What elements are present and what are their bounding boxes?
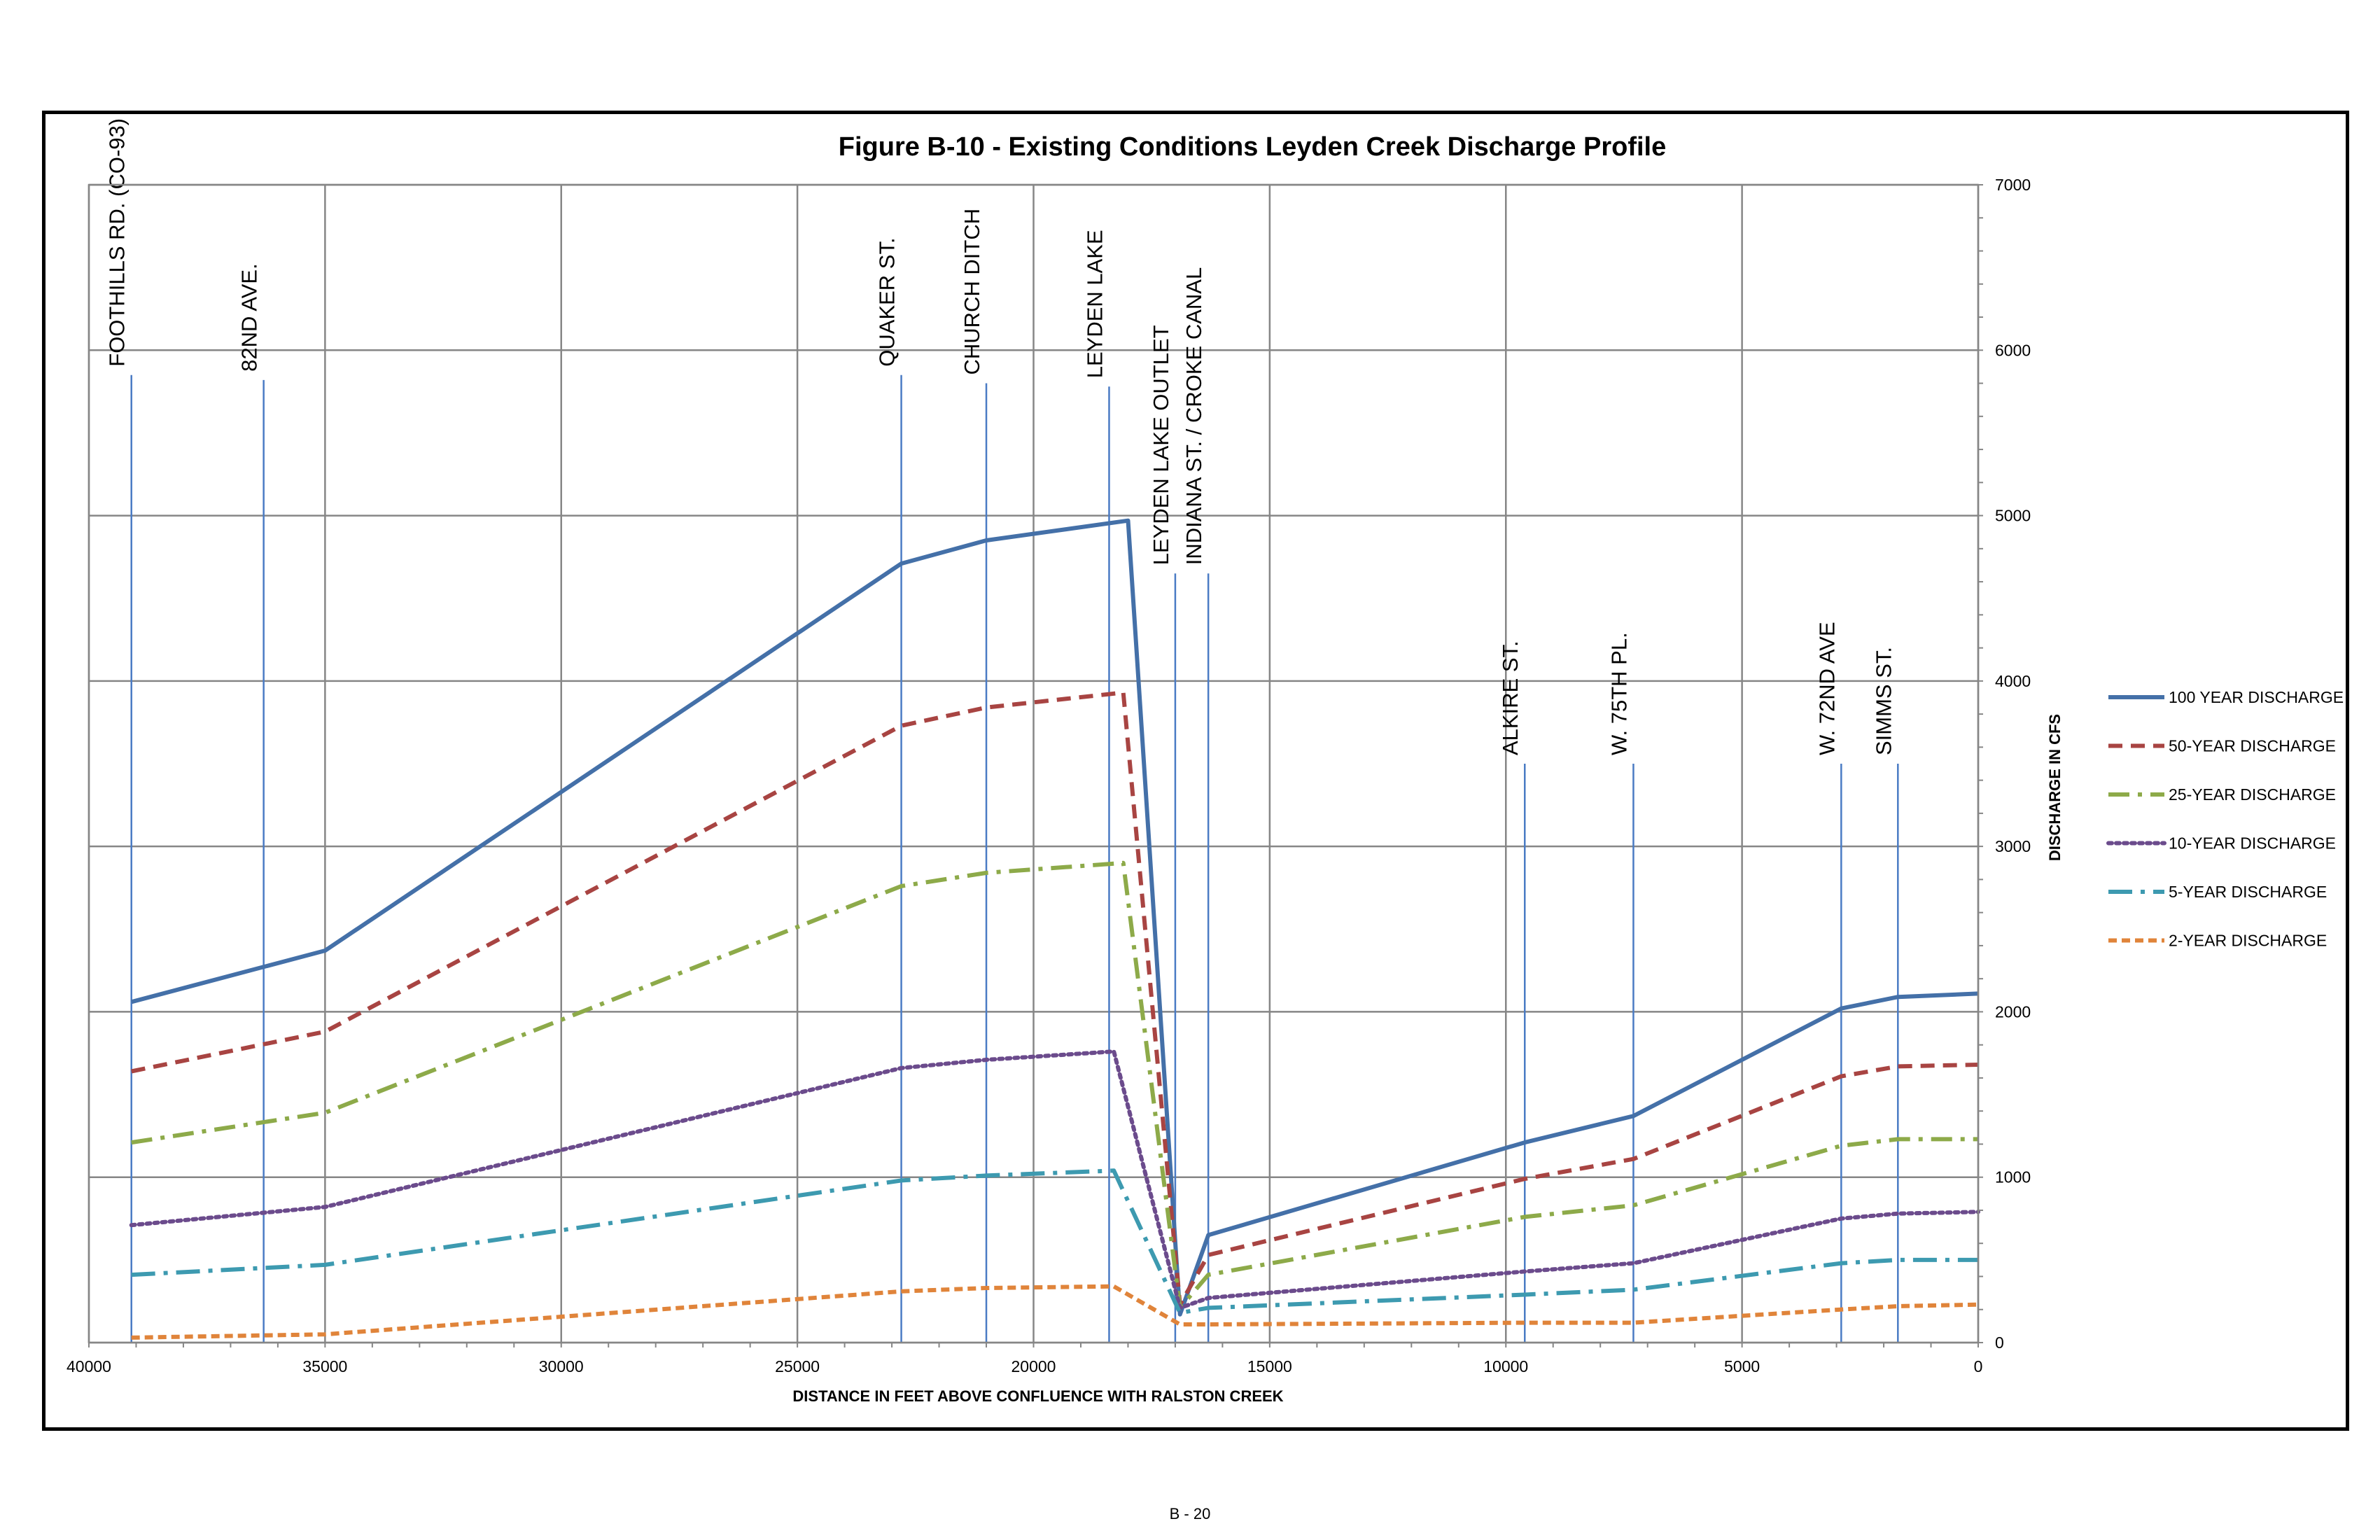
x-tick-label: 0	[1974, 1357, 1983, 1376]
legend-label: 50-YEAR DISCHARGE	[2169, 737, 2336, 755]
x-axis-label: DISTANCE IN FEET ABOVE CONFLUENCE WITH R…	[792, 1387, 1283, 1405]
y-tick-label: 4000	[1995, 672, 2031, 690]
legend: 100 YEAR DISCHARGE 50-YEAR DISCHARGE 25-YE…	[2106, 688, 2344, 950]
legend-label: 2-YEAR DISCHARGE	[2169, 932, 2327, 950]
chart-frame	[42, 111, 2349, 1431]
series-lines	[129, 518, 1980, 1340]
series-line	[131, 1168, 1978, 1315]
series-line	[129, 1049, 1980, 1310]
x-tick-label: 15000	[1247, 1357, 1292, 1376]
landmark-label: CHURCH DITCH	[960, 209, 984, 375]
y-tick-label: 3000	[1995, 837, 2031, 855]
chart-title: Figure B-10 - Existing Conditions Leyden…	[839, 132, 1666, 162]
y-tick-label: 2000	[1995, 1002, 2031, 1021]
legend-label: 5-YEAR DISCHARGE	[2169, 883, 2327, 901]
plot-area-border	[88, 183, 1980, 1344]
series-line	[131, 690, 1979, 1307]
y-tick-label: 6000	[1995, 341, 2031, 359]
landmark-label: LEYDEN LAKE OUTLET	[1149, 325, 1173, 565]
y-tick-label: 5000	[1995, 507, 2031, 525]
y-axis-label: DISCHARGE IN CFS	[2046, 714, 2064, 861]
landmark-label: 82ND AVE.	[237, 263, 262, 372]
landmark-label: FOOTHILLS RD. (CO-93)	[105, 118, 130, 367]
legend-label: 100 YEAR DISCHARGE	[2169, 688, 2344, 706]
landmark-label: ALKIRE ST.	[1498, 640, 1522, 755]
x-tick-label: 40000	[66, 1357, 111, 1376]
series-line	[130, 518, 1979, 1317]
page-number: B - 20	[1169, 1505, 1211, 1522]
landmark-label: SIMMS ST.	[1871, 647, 1896, 755]
x-tick-label: 30000	[539, 1357, 584, 1376]
x-tick-label: 5000	[1724, 1357, 1760, 1376]
landmark-label: QUAKER ST.	[875, 237, 899, 366]
axes: 40000 35000 30000 25000 20000 15000 10000 5000 0…	[66, 176, 2031, 1376]
y-tick-label: 1000	[1995, 1168, 2031, 1186]
y-tick-label: 0	[1995, 1334, 2004, 1352]
grid	[88, 183, 1980, 1344]
landmark-lines: FOOTHILLS RD. (CO-93) 82ND AVE. QUAKER ST.…	[105, 118, 1899, 1343]
landmark-label: INDIANA ST. / CROKE CANAL	[1182, 267, 1206, 566]
series-line	[131, 1284, 1979, 1340]
legend-label: 10-YEAR DISCHARGE	[2169, 834, 2336, 853]
series-line	[131, 860, 1978, 1310]
x-tick-label: 20000	[1011, 1357, 1056, 1376]
x-tick-label: 35000	[302, 1357, 347, 1376]
landmark-label: LEYDEN LAKE	[1082, 230, 1107, 378]
y-tick-label: 7000	[1995, 176, 2031, 194]
x-tick-label: 25000	[775, 1357, 820, 1376]
legend-label: 25-YEAR DISCHARGE	[2169, 785, 2336, 804]
landmark-label: W. 72ND AVE	[1814, 622, 1839, 755]
x-tick-label: 10000	[1483, 1357, 1528, 1376]
landmark-label: W. 75TH PL.	[1606, 632, 1631, 755]
